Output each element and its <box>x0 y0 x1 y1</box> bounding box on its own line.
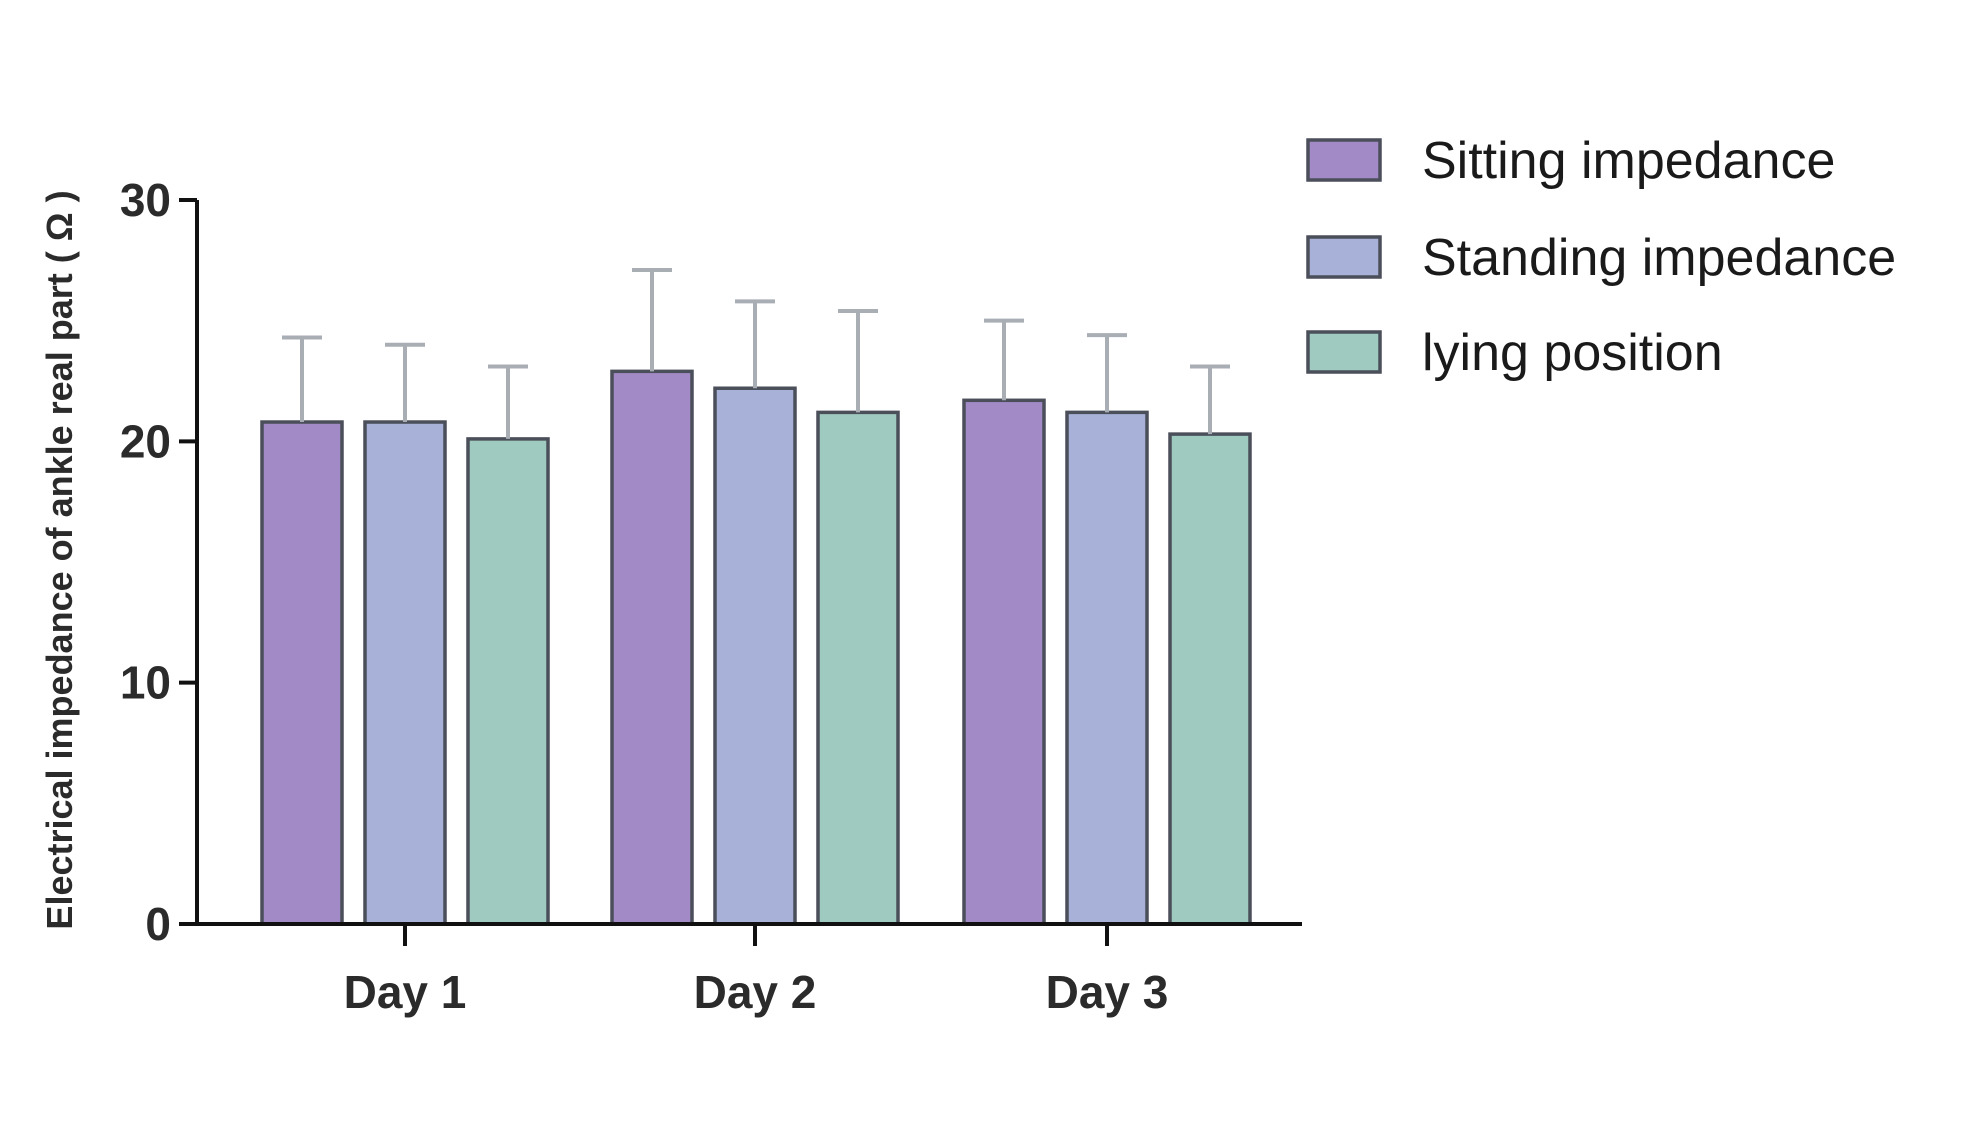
bar-1-1 <box>260 420 344 926</box>
legend: Sitting impedance Standing impedance lying… <box>1306 132 1896 382</box>
bar-2-2 <box>713 386 797 926</box>
bars-layer <box>260 267 1252 926</box>
y-tick-label: 30 <box>120 174 171 226</box>
y-tick-label: 20 <box>120 415 171 467</box>
x-tick-label: Day 2 <box>694 966 817 1018</box>
bar-2-1 <box>610 369 694 926</box>
legend-swatch <box>1306 235 1382 279</box>
bar-3-3 <box>1168 432 1252 926</box>
x-tick-label: Day 1 <box>344 966 467 1018</box>
y-tick-label: 10 <box>120 657 171 709</box>
legend-label: Standing impedance <box>1422 229 1896 287</box>
legend-label: Sitting impedance <box>1422 132 1835 190</box>
legend-swatch <box>1306 138 1382 182</box>
x-ticks: Day 1 Day 2 Day 3 <box>344 924 1169 1018</box>
x-tick-label: Day 3 <box>1046 966 1169 1018</box>
bar-1-2 <box>363 420 447 926</box>
legend-swatch <box>1306 330 1382 374</box>
bar-1-3 <box>466 437 550 926</box>
bar-3-1 <box>962 398 1046 926</box>
bar-3-2 <box>1065 410 1149 926</box>
y-ticks: 0 10 20 30 <box>120 174 197 950</box>
bar-2-3 <box>816 410 900 926</box>
legend-label: lying position <box>1422 324 1723 382</box>
axes-layer <box>183 200 1302 926</box>
y-axis-title: Electrical impedance of ankle real part … <box>39 190 80 929</box>
y-tick-label: 0 <box>145 898 171 950</box>
